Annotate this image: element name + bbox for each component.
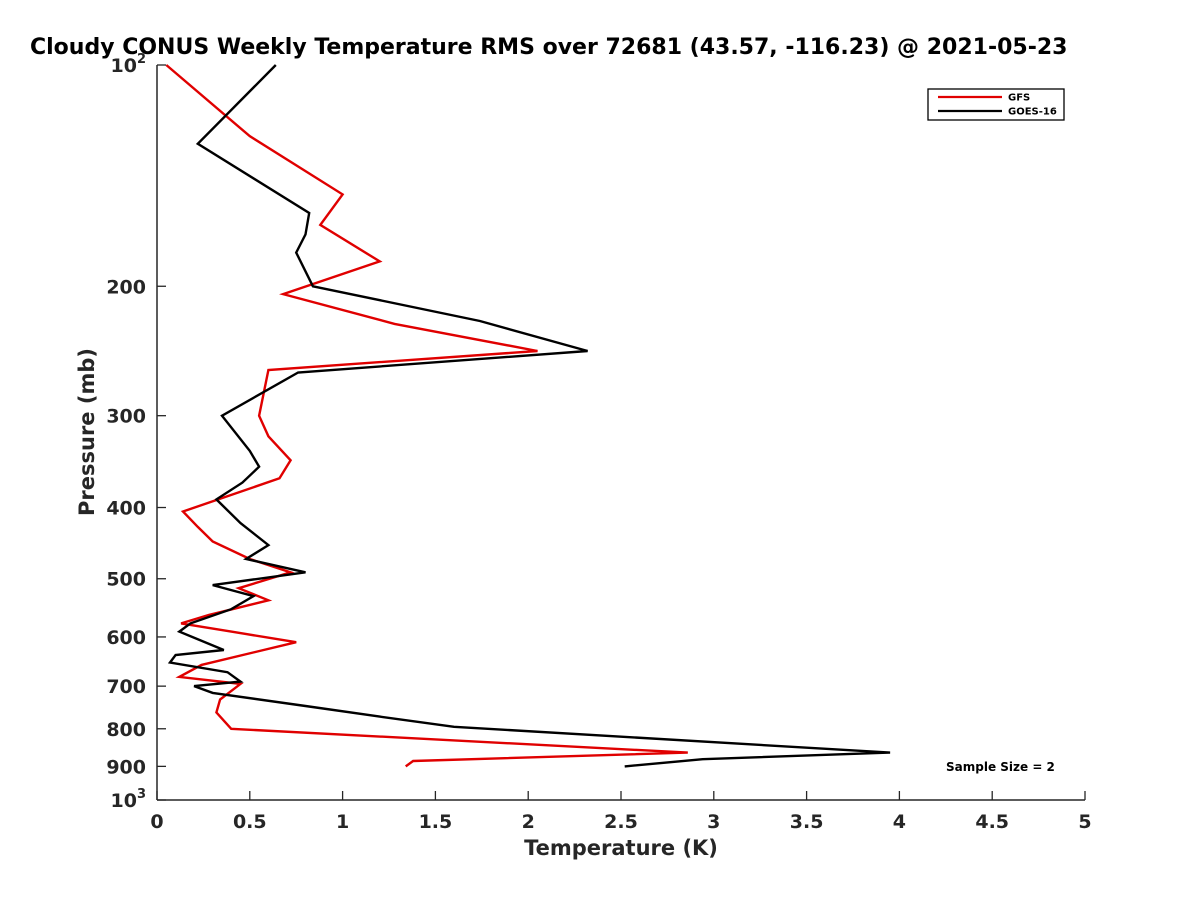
x-tick-label: 4.5 bbox=[975, 811, 1009, 833]
x-tick-label: 0.5 bbox=[233, 811, 267, 833]
series-line-gfs bbox=[165, 64, 688, 768]
y-tick-label: 700 bbox=[106, 676, 146, 698]
y-tick-label: 800 bbox=[106, 719, 146, 741]
y-tick-label: 300 bbox=[106, 406, 146, 428]
plot-lines bbox=[165, 64, 891, 768]
legend-label-goes16: GOES-16 bbox=[1008, 107, 1057, 118]
x-tick-label: 4 bbox=[893, 811, 906, 833]
y-tick-label: 102 bbox=[111, 52, 147, 77]
y-axis-label: Pressure (mb) bbox=[75, 348, 99, 516]
x-tick-label: 2.5 bbox=[604, 811, 638, 833]
x-tick-label: 1 bbox=[336, 811, 349, 833]
x-tick-label: 3 bbox=[707, 811, 720, 833]
y-tick-label: 200 bbox=[106, 276, 146, 298]
chart-title: Cloudy CONUS Weekly Temperature RMS over… bbox=[30, 35, 1067, 60]
x-tick-label: 1.5 bbox=[419, 811, 453, 833]
sample-size-annotation: Sample Size = 2 bbox=[946, 760, 1055, 774]
y-tick-label: 103 bbox=[111, 787, 147, 812]
series-line-goes16 bbox=[167, 64, 891, 768]
x-axis-label: Temperature (K) bbox=[524, 836, 718, 860]
y-tick-label: 900 bbox=[106, 756, 146, 778]
x-ticks: 0 0.5 1 1.5 2 2.5 3 3.5 4 4.5 5 bbox=[150, 791, 1092, 833]
legend: GFS GOES-16 bbox=[927, 88, 1065, 121]
legend-box bbox=[927, 88, 1065, 121]
y-tick-label: 600 bbox=[106, 627, 146, 649]
y-ticks: 102 200 300 400 500 600 700 800 900 103 bbox=[106, 52, 166, 812]
y-tick-label: 500 bbox=[106, 569, 146, 591]
x-tick-label: 0 bbox=[150, 811, 163, 833]
y-tick-label: 400 bbox=[106, 498, 146, 520]
x-tick-label: 3.5 bbox=[790, 811, 824, 833]
legend-label-gfs: GFS bbox=[1008, 93, 1030, 104]
x-tick-label: 5 bbox=[1078, 811, 1091, 833]
x-tick-label: 2 bbox=[522, 811, 535, 833]
